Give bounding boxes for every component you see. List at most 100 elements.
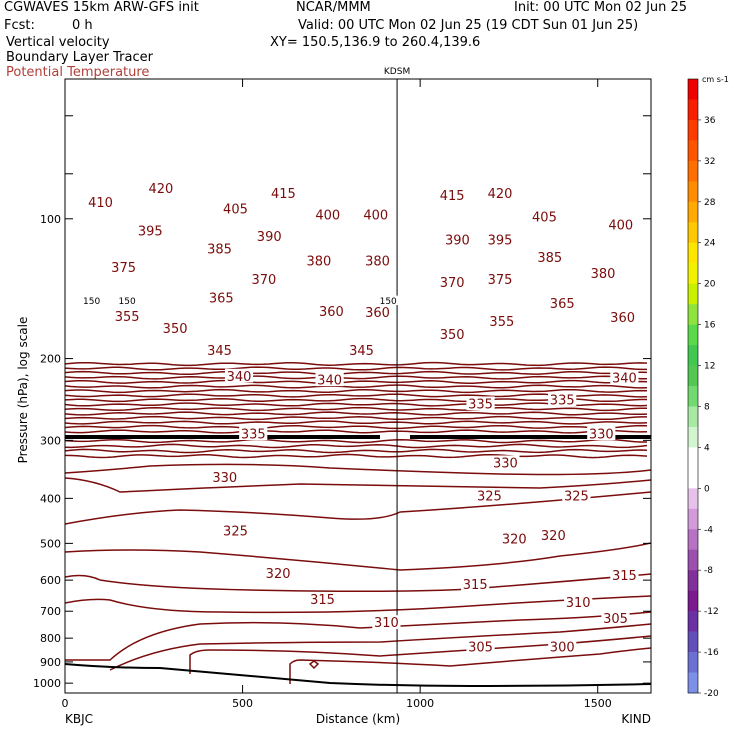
contour-label: 395: [488, 234, 513, 249]
contour-label-bg: [161, 321, 190, 335]
colorbar-label: -20: [704, 689, 719, 699]
contour-label-bg: [363, 253, 392, 268]
theta-contour: [65, 388, 648, 394]
contour-label-bg: [304, 253, 334, 268]
contour-label-bg: [485, 232, 515, 247]
contour-label-bg: [466, 639, 495, 654]
contour-labels: 420 415 415 420 410 405 400 400 405 400 395 390 390 3…: [81, 181, 639, 656]
theta-contour: [65, 375, 647, 380]
colorbar-label: 36: [704, 116, 716, 126]
contour-label-bg: [562, 488, 591, 503]
contour-label-bg: [438, 275, 467, 289]
contour-label: 150: [119, 297, 136, 307]
field-boundary-layer-tracer: Boundary Layer Tracer: [6, 50, 153, 65]
y-axis-label: Pressure (hPa), log scale: [16, 317, 30, 464]
colorbar-swatch: [688, 140, 698, 162]
contour-label: 300: [550, 641, 575, 656]
contour-label: 415: [271, 187, 296, 202]
contour-label-bg: [548, 392, 577, 407]
colorbar-swatch: [688, 590, 698, 612]
theta-contour: [65, 411, 648, 416]
colorbar-border: [687, 78, 699, 694]
contour-label-bg: [116, 295, 138, 306]
contour-label-bg: [361, 207, 390, 222]
contour-label-bg: [317, 303, 346, 318]
y-tick-label: 600: [40, 574, 61, 587]
y-tick-label: 300: [40, 434, 61, 447]
x-tick-label: 1500: [584, 697, 612, 710]
theta-contour: [65, 370, 648, 376]
contour-label: 405: [532, 211, 557, 226]
y-tick-label: 400: [40, 492, 61, 505]
contour-label-bg: [207, 290, 236, 305]
contour-label-bg: [239, 426, 268, 441]
colorbar-label: 16: [704, 321, 716, 331]
contour-label: 365: [550, 297, 575, 312]
contour-label: 400: [315, 209, 340, 224]
kdsm-label: KDSM: [384, 67, 410, 77]
theta-contour: [289, 647, 651, 684]
contour-lines: [65, 361, 651, 684]
contour-label-bg: [255, 229, 284, 243]
contour-label-bg: [587, 426, 616, 441]
y-tick-label: 900: [40, 656, 61, 669]
colorbar-swatch: [688, 467, 698, 489]
colorbar-label: -8: [704, 566, 713, 576]
contour-label: 315: [612, 569, 637, 584]
contour-label-bg: [308, 592, 337, 606]
theta-contour: [65, 443, 648, 449]
colorbar-swatch: [688, 242, 698, 264]
contour-label: 335: [468, 397, 493, 412]
field-potential-temperature: Potential Temperature: [6, 65, 150, 80]
contour-label: 315: [310, 593, 335, 608]
colorbar-swatch: [688, 570, 698, 591]
valid-time: Valid: 00 UTC Mon 02 Jun 25 (19 CDT Sun …: [298, 18, 639, 33]
colorbar-swatch: [688, 365, 698, 387]
theta-contour: [65, 611, 651, 661]
theta-contour: [65, 477, 651, 493]
contour-label-bg: [588, 266, 618, 280]
colorbar-swatch: [688, 283, 698, 305]
colorbar-swatch: [688, 447, 698, 469]
theta-contour: [65, 429, 648, 434]
colorbar-label: 24: [704, 239, 716, 249]
x-tick-label: 0: [62, 697, 69, 710]
contour-label-bg: [466, 396, 495, 411]
contour-label: 325: [477, 490, 502, 505]
contour-label: 150: [380, 297, 397, 307]
contour-label: 380: [591, 267, 616, 282]
colorbar-swatch: [688, 119, 698, 141]
contour-label-bg: [269, 185, 298, 200]
contour-label: 375: [111, 261, 136, 276]
colorbar-swatch: [688, 529, 698, 551]
fcst-value: 0 h: [72, 18, 93, 33]
left-endpoint-label: KBJC: [65, 712, 93, 726]
contour-label: 315: [463, 578, 488, 593]
contour-label-bg: [221, 201, 250, 215]
contour-label-bg: [438, 326, 467, 341]
theta-contour: [65, 361, 648, 367]
theta-contour: [65, 542, 651, 571]
contour-label: 395: [138, 224, 163, 239]
contour-label: 365: [209, 292, 234, 307]
theta-contour: [65, 453, 648, 459]
contour-label-bg: [109, 259, 138, 274]
contour-label: 360: [319, 305, 344, 320]
colorbar-label: 20: [704, 280, 716, 290]
right-endpoint-label: KIND: [621, 712, 651, 726]
colorbar-label: -12: [704, 607, 719, 617]
theta-contour: [65, 491, 651, 525]
contour-label-bg: [491, 455, 520, 470]
contour-label-bg: [363, 305, 392, 319]
theta-contour: [65, 406, 647, 412]
colorbar-label: 4: [704, 443, 710, 453]
contour-label: 305: [468, 641, 493, 656]
theta-contour: [308, 660, 320, 670]
contour-label-bg: [249, 272, 278, 286]
contour-label: 320: [541, 529, 566, 544]
colorbar-swatch: [688, 181, 698, 203]
y-tick-label: 200: [40, 353, 61, 366]
contour-label: 350: [163, 322, 188, 337]
contour-label: 150: [83, 297, 100, 307]
contour-label: 350: [440, 328, 465, 343]
